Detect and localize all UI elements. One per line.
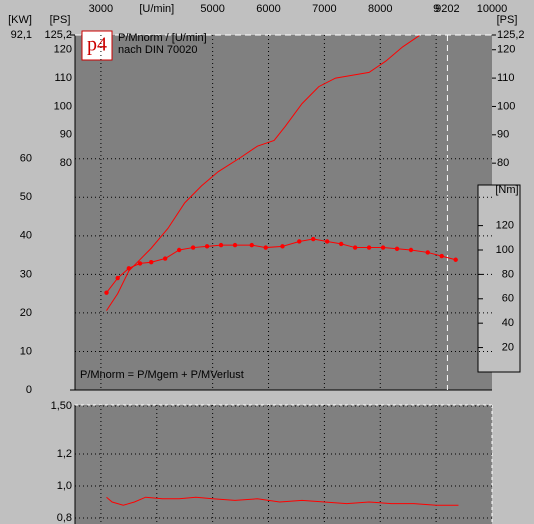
logo: p4: [87, 34, 107, 56]
y-tick-label-right: 125,2: [497, 29, 525, 41]
point: [126, 266, 132, 271]
point: [352, 245, 358, 250]
kw-tick-label: 0: [26, 384, 32, 396]
point: [408, 247, 414, 253]
y-tick-label: 1,2: [57, 448, 72, 460]
y-tick-label: 125,2: [44, 29, 72, 41]
point: [176, 247, 182, 253]
y-tick-label-right: 120: [497, 44, 515, 56]
y-tick-label: 90: [60, 129, 72, 141]
x-tick-label: 7000: [312, 3, 336, 15]
point: [263, 245, 268, 250]
y-tick-label: 1,0: [57, 480, 72, 492]
y2-tick-label: 60: [502, 293, 514, 305]
kw-label: [KW]: [8, 14, 32, 26]
point: [218, 242, 224, 248]
point: [453, 257, 458, 262]
kw-tick-label: 10: [20, 345, 32, 357]
point: [232, 242, 238, 248]
point: [104, 290, 109, 295]
y-tick-label: 1,50: [51, 400, 72, 412]
point: [115, 275, 120, 281]
kw-tick-label: 60: [20, 153, 32, 165]
y-tick-label-right: 100: [497, 100, 515, 112]
point: [338, 241, 344, 247]
y2-tick-label: 40: [502, 317, 514, 329]
kw-tick-label: 92,1: [11, 29, 32, 41]
kw-tick-label: 20: [20, 307, 32, 319]
plot-area: [75, 35, 492, 390]
kw-tick-label: 50: [20, 191, 32, 203]
nm-label: [Nm]: [495, 184, 518, 196]
kw-tick-label: 30: [20, 268, 32, 280]
y-tick-label-right: 90: [497, 129, 509, 141]
point: [366, 245, 372, 250]
point: [162, 256, 168, 261]
series-line: [106, 35, 420, 311]
y-tick-label: 80: [60, 157, 72, 169]
series-line: [106, 238, 456, 293]
y-tick-label: 110: [54, 72, 72, 84]
y-tick-label-right: 80: [497, 157, 509, 169]
kw-tick-label: 40: [20, 230, 32, 242]
y-tick-label-right: 110: [497, 72, 515, 84]
logo-box: [81, 30, 113, 61]
point: [380, 245, 386, 250]
x-tick-label: 9: [433, 3, 439, 15]
point: [190, 245, 196, 250]
y2-tick-label: 80: [502, 268, 514, 280]
y-tick-label: 0,8: [57, 512, 72, 524]
ps-label: [PS]: [50, 14, 71, 26]
point: [280, 244, 285, 249]
point: [137, 261, 143, 266]
point: [439, 253, 444, 259]
point: [297, 239, 302, 244]
point: [394, 246, 400, 251]
x-tick-label: 6000: [256, 3, 280, 15]
x-axis-label: [U/min]: [139, 3, 174, 15]
series-line: [106, 496, 459, 506]
chart-subtitle: nach DIN 70020: [118, 44, 198, 56]
x-tick-label: 3000: [89, 3, 113, 15]
y-tick-label: 100: [54, 100, 72, 112]
y2-tick-label: 120: [496, 220, 514, 232]
y-tick-label: 120: [54, 44, 72, 56]
point: [311, 236, 316, 242]
chart-title: P/Mnorm / [U/min]: [118, 32, 207, 44]
marker-label: 9202: [435, 3, 459, 15]
lower-plot-area: [75, 405, 492, 524]
point: [204, 244, 210, 249]
x-tick-label: 8000: [368, 3, 392, 15]
nm-axis-box: [477, 184, 521, 373]
point: [149, 259, 154, 265]
y2-tick-label: 100: [496, 244, 514, 256]
point: [249, 242, 254, 248]
ps-label-right: [PS]: [497, 14, 518, 26]
y2-tick-label: 20: [502, 341, 514, 353]
x-tick-label: 5000: [200, 3, 224, 15]
point: [425, 250, 430, 255]
point: [324, 239, 330, 244]
x-tick-label: 10000: [477, 3, 508, 15]
annotation: P/Mnorm = P/Mgem + P/MVerlust: [80, 369, 244, 381]
